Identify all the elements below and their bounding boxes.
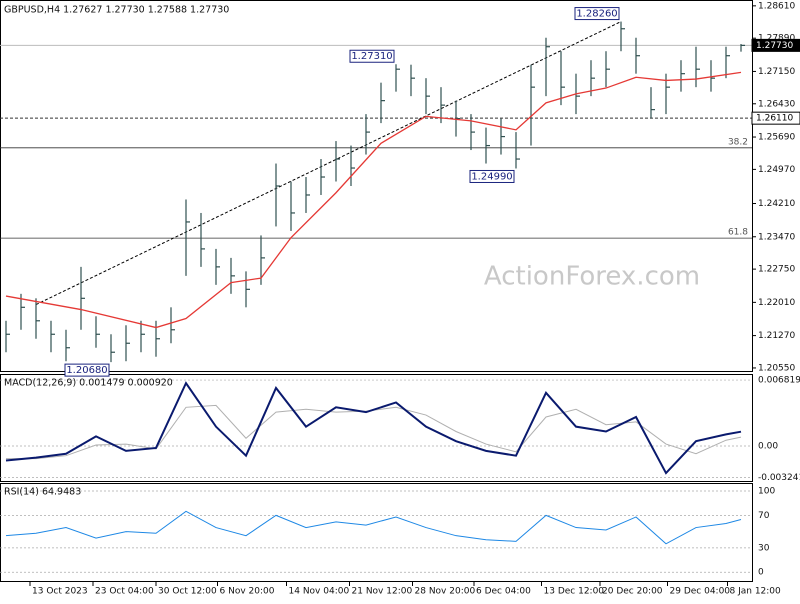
rsi-frame <box>0 483 753 582</box>
y-tick-label: 0.006819 <box>758 376 800 386</box>
x-tick-label: 6 Dec 04:00 <box>476 587 531 597</box>
x-tick-label: 13 Dec 12:00 <box>544 587 605 597</box>
y-tick-label: 1.28610 <box>758 1 795 11</box>
y-tick-label: 1.27150 <box>758 67 795 77</box>
y-tick-label: 100 <box>758 486 775 496</box>
y-tick-label: 70 <box>758 511 770 521</box>
x-tick-label: 21 Nov 12:00 <box>352 587 413 597</box>
x-tick-label: 8 Jan 12:00 <box>730 587 782 597</box>
indicator-line <box>6 404 742 460</box>
annotation-box <box>349 49 395 63</box>
y-tick-label: 1.26430 <box>758 99 795 109</box>
watermark: ActionForex.com <box>484 262 700 292</box>
y-tick-label: 1.22750 <box>758 265 795 275</box>
y-tick-label: 1.25690 <box>758 133 795 143</box>
y-tick-label: 1.20550 <box>758 363 795 373</box>
x-tick-label: 14 Nov 04:00 <box>289 587 350 597</box>
price-tag <box>751 111 800 125</box>
panel-title: MACD(12,26,9) 0.001479 0.000920 <box>4 378 173 389</box>
y-tick-label: 0.00 <box>758 442 778 452</box>
panel-title: RSI(14) 64.9483 <box>4 487 81 498</box>
fib-label: 38.2 <box>728 137 748 147</box>
y-tick-label: 0 <box>758 568 764 578</box>
x-tick-label: 20 Dec 20:00 <box>602 587 663 597</box>
price-tag-label: 1.27730 <box>756 41 793 51</box>
annotation-box <box>574 7 620 21</box>
y-tick-label: 1.24210 <box>758 199 795 209</box>
y-tick-label: 30 <box>758 543 770 553</box>
x-tick-label: 23 Oct 04:00 <box>95 587 154 597</box>
indicator-line <box>5 510 742 545</box>
price-tag <box>751 38 800 52</box>
y-tick-label: 1.27890 <box>758 34 795 44</box>
y-tick-label: 1.22010 <box>758 298 795 308</box>
x-tick-label: 6 Nov 20:00 <box>220 587 275 597</box>
annotation-label: 1.28260 <box>576 9 617 20</box>
x-tick-label: 13 Oct 2023 <box>32 587 88 597</box>
x-tick-label: 28 Nov 20:00 <box>415 587 476 597</box>
indicator-line <box>5 381 742 475</box>
y-tick-label: 1.23470 <box>758 232 795 242</box>
annotation-label: 1.20680 <box>66 365 107 376</box>
x-tick-label: 29 Dec 04:00 <box>670 587 731 597</box>
y-tick-label: -0.003241 <box>758 473 800 483</box>
y-tick-label: 1.24970 <box>758 165 795 175</box>
macd-frame <box>0 374 753 482</box>
price-frame <box>0 0 753 372</box>
annotation-label: 1.24990 <box>471 171 512 182</box>
x-tick-label: 30 Oct 12:00 <box>158 587 217 597</box>
annotation-box <box>469 169 515 183</box>
trendline <box>35 21 622 306</box>
y-tick-label: 1.21270 <box>758 331 795 341</box>
annotation-label: 1.27310 <box>351 51 392 62</box>
moving-average <box>5 71 742 329</box>
fib-label: 61.8 <box>728 228 748 238</box>
annotation-box <box>64 363 110 377</box>
price-tag-label: 1.26110 <box>756 114 793 124</box>
chart-title: GBPUSD,H4 1.27627 1.27730 1.27588 1.2773… <box>4 5 229 16</box>
